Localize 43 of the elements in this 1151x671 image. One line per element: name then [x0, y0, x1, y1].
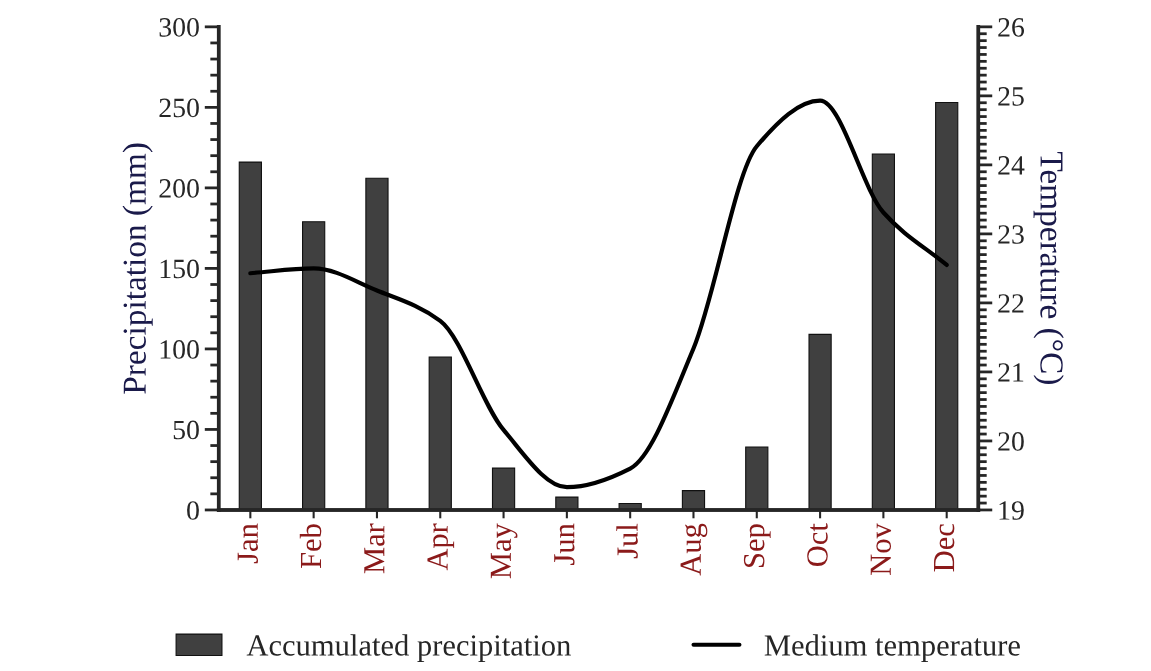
line-series — [248, 98, 949, 490]
bar — [365, 177, 389, 510]
x-tick-label: Feb — [299, 524, 322, 569]
x-tick-label: May — [490, 523, 518, 579]
x-tick-label: Aug — [680, 523, 708, 576]
y2-tick-label: 20 — [998, 432, 1024, 451]
y2-tick-label: 22 — [998, 294, 1024, 313]
bar — [238, 161, 262, 510]
x-tick-label: Jul — [616, 523, 638, 559]
x-tick-label: Nov — [870, 523, 892, 575]
bar — [555, 496, 579, 510]
bar — [491, 467, 516, 510]
y-tick-label: 0 — [187, 501, 199, 520]
y2-tick-label: 25 — [998, 87, 1024, 106]
y-tick-label: 250 — [159, 98, 199, 118]
x-tick-label: Apr — [427, 523, 455, 571]
x-tick-label: Jun — [554, 523, 575, 565]
x-tick-label: Mar — [364, 523, 385, 574]
y2-tick-label: 21 — [998, 363, 1024, 382]
y2-axis-title: Temperature (°C) — [1033, 151, 1064, 384]
y-tick-label: 50 — [173, 420, 199, 440]
y-tick-label: 200 — [159, 179, 199, 198]
x-tick-label: Oct — [807, 523, 828, 567]
y2-tick-label: 26 — [998, 18, 1025, 37]
y2-tick-label: 24 — [998, 156, 1025, 175]
x-tick-label: Sep — [743, 524, 771, 567]
legend-label: Medium temperature — [764, 634, 1020, 662]
bar — [871, 153, 896, 510]
y-tick-label: 100 — [160, 340, 199, 359]
bar — [745, 446, 769, 510]
y2-tick-label: 23 — [998, 225, 1024, 244]
x-tick-label: Jan — [237, 523, 258, 564]
bar — [935, 101, 959, 510]
x-tick-label: Dec — [934, 524, 955, 572]
bar — [302, 221, 326, 510]
bar — [428, 356, 452, 510]
bar — [808, 333, 832, 510]
y-tick-label: 300 — [159, 18, 199, 37]
bar — [681, 490, 706, 510]
y2-tick-label: 19 — [999, 501, 1024, 520]
legend-label: Accumulated precipitation — [246, 634, 571, 662]
y-tick-label: 150 — [160, 259, 199, 279]
y-axis-title: Precipitation (mm) — [122, 143, 153, 394]
